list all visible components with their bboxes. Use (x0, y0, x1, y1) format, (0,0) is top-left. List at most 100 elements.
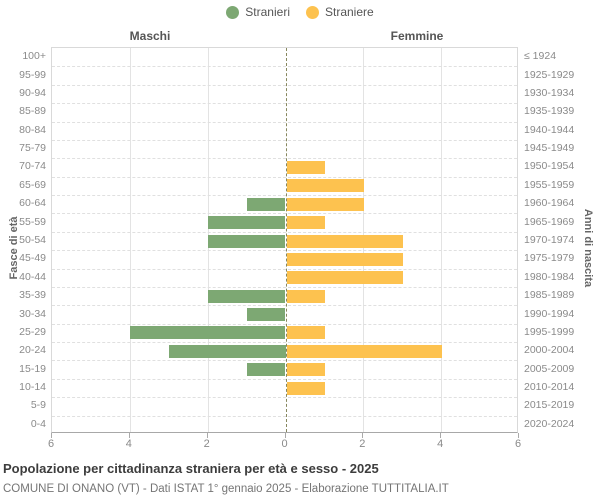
bar-straniere-25-29 (286, 326, 326, 340)
age-label-25-29: 25-29 (19, 325, 46, 338)
age-label-10-14: 10-14 (19, 381, 46, 394)
age-label-85-89: 85-89 (19, 105, 46, 118)
x-tick-mark (362, 433, 364, 438)
bar-straniere-35-39 (286, 289, 326, 303)
legend-marker-stranieri-icon (226, 5, 240, 19)
horizontal-gridline (52, 342, 517, 344)
birth-year-label: 2005-2009 (524, 362, 575, 375)
birth-year-label: 1970-1974 (524, 233, 575, 246)
birth-year-label: 2010-2014 (524, 381, 575, 394)
horizontal-gridline (52, 360, 517, 362)
x-tick-mark (284, 433, 286, 438)
birth-year-label: 1960-1964 (524, 197, 575, 210)
age-label-70-74: 70-74 (19, 160, 46, 173)
horizontal-gridline (52, 305, 517, 307)
plot-area (51, 47, 518, 433)
bar-straniere-70-74 (286, 160, 326, 174)
birth-year-label: 1985-1989 (524, 289, 575, 302)
bar-stranieri-20-24 (168, 344, 286, 358)
bar-straniere-15-19 (286, 363, 326, 377)
zero-axis-line (285, 48, 287, 432)
birth-year-label: 1930-1934 (524, 86, 575, 99)
bar-stranieri-15-19 (246, 363, 286, 377)
age-label-5-9: 5-9 (30, 399, 46, 412)
horizontal-gridline (52, 286, 517, 288)
horizontal-gridline (52, 378, 517, 380)
bar-stranieri-55-59 (207, 216, 286, 230)
horizontal-gridline (52, 415, 517, 417)
x-tick-mark (440, 433, 442, 438)
legend-item-stranieri: Stranieri (226, 5, 290, 19)
age-label-30-34: 30-34 (19, 307, 46, 320)
birth-year-label: ≤ 1924 (524, 50, 557, 63)
vertical-gridline (441, 48, 443, 432)
age-label-65-69: 65-69 (19, 178, 46, 191)
age-label-15-19: 15-19 (19, 362, 46, 375)
bar-stranieri-30-34 (246, 308, 286, 322)
horizontal-gridline (52, 195, 517, 197)
age-label-20-24: 20-24 (19, 344, 46, 357)
y-axis-title-left: Fasce di età (8, 216, 20, 280)
age-label-75-79: 75-79 (19, 142, 46, 155)
x-tick-label: 2 (359, 438, 366, 450)
birth-year-label: 1990-1994 (524, 307, 575, 320)
age-axis-labels: 100+ 95-99 90-94 85-89 80-84 75-79 70-74 65-69 6… (0, 47, 46, 433)
birth-year-label: 1955-1959 (524, 178, 575, 191)
birth-year-label: 1925-1929 (524, 68, 575, 81)
age-label-40-44: 40-44 (19, 270, 46, 283)
x-tick-label: 2 (203, 438, 210, 450)
birth-year-label: 1975-1979 (524, 252, 575, 265)
birth-year-label: 1995-1999 (524, 325, 575, 338)
bar-straniere-20-24 (286, 344, 443, 358)
horizontal-gridline (52, 66, 517, 68)
birth-year-label: 2020-2024 (524, 417, 575, 430)
horizontal-gridline (52, 323, 517, 325)
y-axis-title-right: Anni di nascita (582, 208, 594, 288)
bar-stranieri-25-29 (129, 326, 286, 340)
bar-stranieri-60-64 (246, 197, 286, 211)
legend-label-straniere: Straniere (324, 5, 374, 19)
age-label-90-94: 90-94 (19, 86, 46, 99)
horizontal-gridline (52, 176, 517, 178)
age-label-100+: 100+ (22, 50, 46, 63)
x-tick-label: 0 (281, 438, 288, 450)
x-tick-mark (51, 433, 52, 438)
horizontal-gridline (52, 231, 517, 233)
vertical-gridline (129, 48, 131, 432)
age-label-55-59: 55-59 (19, 215, 46, 228)
birth-year-label: 1935-1939 (524, 105, 575, 118)
age-label-35-39: 35-39 (19, 289, 46, 302)
birth-year-axis-labels: ≤ 1924 1925-1929 1930-1934 1935-1939 1940-19… (524, 47, 598, 433)
females-header: Femmine (390, 29, 444, 43)
bar-straniere-50-54 (286, 234, 404, 248)
age-label-45-49: 45-49 (19, 252, 46, 265)
chart-source: COMUNE DI ONANO (VT) - Dati ISTAT 1° gen… (3, 483, 449, 495)
bar-stranieri-50-54 (207, 234, 286, 248)
birth-year-label: 1940-1944 (524, 123, 575, 136)
bar-straniere-45-49 (286, 252, 404, 266)
horizontal-gridline (52, 250, 517, 252)
birth-year-label: 1950-1954 (524, 160, 575, 173)
birth-year-label: 1945-1949 (524, 142, 575, 155)
birth-year-label: 1965-1969 (524, 215, 575, 228)
bar-straniere-65-69 (286, 179, 365, 193)
x-tick-label: 4 (437, 438, 444, 450)
chart-title: Popolazione per cittadinanza straniera p… (3, 461, 379, 476)
birth-year-label: 1980-1984 (524, 270, 575, 283)
x-tick-mark (128, 433, 130, 438)
horizontal-gridline (52, 213, 517, 215)
bar-straniere-40-44 (286, 271, 404, 285)
males-header: Maschi (129, 29, 171, 43)
age-label-50-54: 50-54 (19, 233, 46, 246)
x-tick-label: 6 (47, 438, 55, 450)
bar-straniere-55-59 (286, 216, 326, 230)
age-label-0-4: 0-4 (30, 417, 46, 430)
age-label-60-64: 60-64 (19, 197, 46, 210)
bar-straniere-10-14 (286, 381, 326, 395)
horizontal-gridline (52, 84, 517, 86)
horizontal-gridline (52, 158, 517, 160)
horizontal-gridline (52, 121, 517, 123)
x-tick-label: 4 (125, 438, 132, 450)
x-tick-mark (206, 433, 208, 438)
